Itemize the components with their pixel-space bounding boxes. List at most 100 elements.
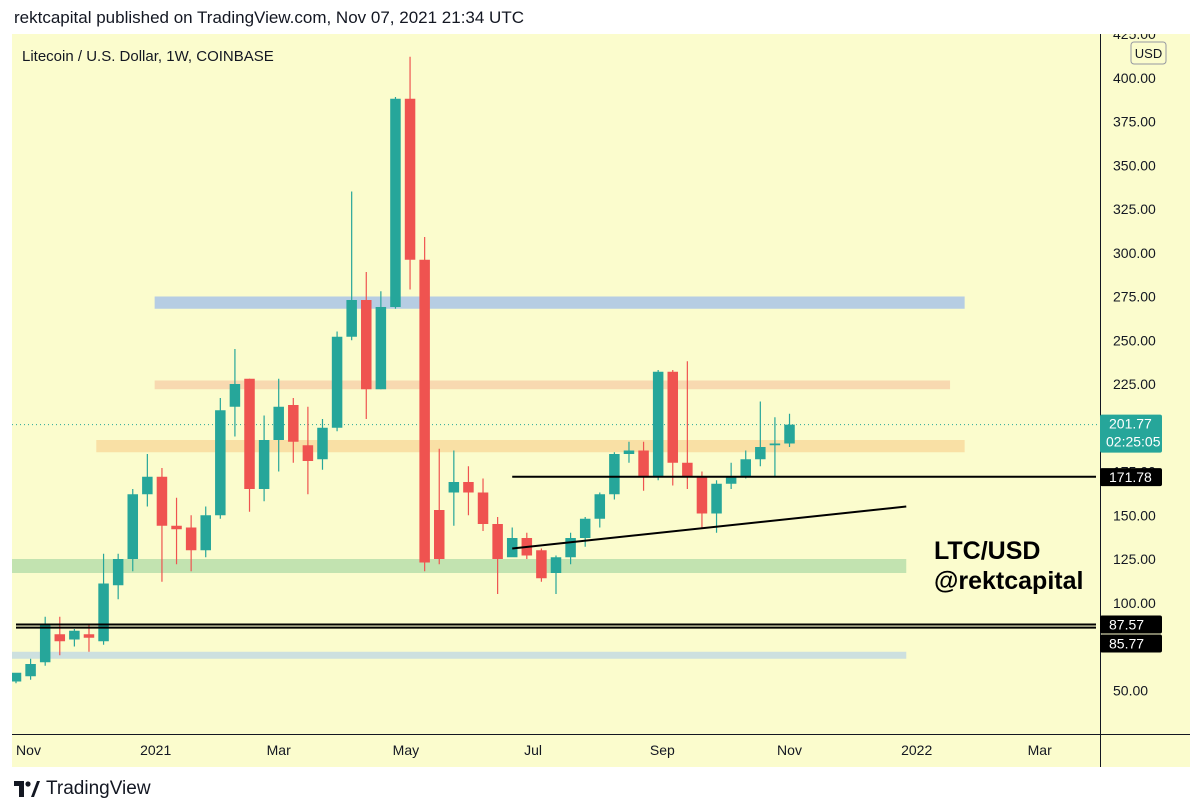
price-badge-label: 85.77 [1109, 636, 1144, 652]
candle-down [83, 634, 95, 638]
tradingview-logo-icon[interactable] [14, 781, 40, 797]
candle-up [317, 427, 328, 460]
price-tick-label: 225.00 [1113, 376, 1156, 392]
candle-down [404, 98, 416, 260]
candle-down [302, 445, 314, 461]
price-tick-label: 250.00 [1113, 332, 1156, 348]
candle-down [492, 524, 503, 559]
time-tick-label: 2022 [901, 742, 932, 758]
candlestick-chart[interactable]: 50.00100.00125.00150.00175.00200.00225.0… [8, 26, 1190, 767]
time-axis-background [12, 734, 1190, 767]
candle-down [156, 476, 168, 526]
candle-up [10, 672, 22, 682]
annotation-pair: LTC/USD [934, 537, 1040, 565]
candle-up [755, 447, 766, 460]
candle-up [390, 98, 401, 307]
price-badge-box [1100, 414, 1162, 453]
candle-up [331, 336, 343, 428]
candle-down [638, 450, 649, 477]
candle-down [696, 476, 708, 514]
candle-up [142, 476, 153, 495]
candle-down [185, 527, 197, 551]
candles [10, 56, 795, 684]
candle-up [98, 583, 109, 642]
candle-up [740, 459, 751, 477]
trend-lines [16, 475, 1096, 629]
candle-up [652, 371, 664, 477]
candle-up [112, 559, 124, 586]
candle-up [711, 483, 722, 514]
price-tick-label: 125.00 [1113, 551, 1156, 567]
symbol-title: Litecoin / U.S. Dollar, 1W, COINBASE [22, 48, 274, 65]
zone-band [8, 559, 907, 573]
price-tick-label: 350.00 [1113, 157, 1156, 173]
candle-down [419, 259, 430, 563]
candle-up [623, 450, 635, 454]
candle-down [171, 525, 182, 530]
currency-badge[interactable]: USD [1135, 46, 1162, 61]
price-tick-label: 300.00 [1113, 245, 1156, 261]
time-tick-label: Nov [777, 742, 802, 758]
zone-band [154, 380, 951, 390]
candle-down [463, 482, 474, 493]
candle-down [477, 492, 489, 524]
publish-header: rektcapital published on TradingView.com… [14, 8, 524, 27]
candle-down [433, 510, 445, 559]
price-tick-label: 375.00 [1113, 114, 1156, 130]
candle-up [346, 300, 357, 337]
zone-band [154, 296, 965, 309]
time-tick-label: Mar [1028, 742, 1052, 758]
price-tick-label: 150.00 [1113, 507, 1156, 523]
price-tick-label: 400.00 [1113, 70, 1156, 86]
candle-up [594, 494, 606, 519]
time-tick-label: May [393, 742, 419, 758]
time-tick-label: 2021 [140, 742, 171, 758]
candle-up [565, 538, 576, 558]
price-tick-label: 425.00 [1113, 34, 1156, 42]
candle-up [609, 454, 620, 495]
candle-up [200, 515, 211, 551]
price-tick-label: 50.00 [1113, 682, 1148, 698]
candle-up [127, 494, 139, 559]
time-tick-label: Jul [524, 742, 542, 758]
time-axis: Nov 2021 Mar May Jul Sep Nov 2022 Mar [16, 742, 1052, 758]
footer: TradingView [14, 776, 151, 802]
price-tick-label: 325.00 [1113, 201, 1156, 217]
candle-up [258, 440, 270, 489]
zone-band [96, 440, 965, 453]
candle-down [667, 371, 679, 463]
trend-line [512, 505, 907, 550]
candle-up [550, 557, 562, 573]
candle-up [784, 424, 795, 444]
price-badge-box [1100, 468, 1162, 487]
candle-down [536, 550, 547, 579]
price-tick-label: 275.00 [1113, 289, 1156, 305]
candle-down [244, 378, 255, 489]
price-badge-label: 201.77 [1109, 416, 1152, 432]
price-badge-box [1100, 615, 1162, 634]
price-badge-countdown: 02:25:05 [1106, 434, 1161, 450]
tradingview-brand[interactable]: TradingView [46, 778, 151, 799]
candle-up [273, 406, 284, 440]
candle-up [725, 476, 737, 484]
candle-up [769, 443, 781, 446]
zone-band [8, 651, 907, 659]
candle-up [375, 307, 387, 390]
candle-down [682, 462, 693, 477]
time-tick-label: Sep [650, 742, 675, 758]
time-tick-label: Nov [16, 742, 41, 758]
candle-down [54, 634, 66, 642]
time-tick-label: Mar [267, 742, 291, 758]
candle-up [69, 630, 80, 640]
candle-down [288, 405, 299, 442]
annotation-author: @rektcapital [934, 567, 1083, 595]
candle-up [229, 384, 241, 407]
price-badge-label: 171.78 [1109, 469, 1152, 485]
chart-area[interactable]: 50.00100.00125.00150.00175.00200.00225.0… [8, 26, 1190, 767]
support-resistance-zones [8, 296, 965, 659]
candle-up [448, 482, 460, 493]
candle-up [579, 518, 591, 538]
price-tick-label: 100.00 [1113, 595, 1156, 611]
currency-badge-box[interactable] [1130, 41, 1167, 65]
price-badges: 201.77 02:25:05 171.78 87.57 85.77 [1100, 414, 1162, 653]
